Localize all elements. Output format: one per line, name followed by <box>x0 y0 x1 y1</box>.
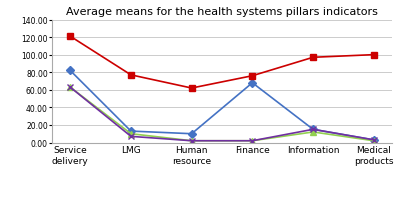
Title: Average means for the health systems pillars indicators: Average means for the health systems pil… <box>66 7 378 17</box>
